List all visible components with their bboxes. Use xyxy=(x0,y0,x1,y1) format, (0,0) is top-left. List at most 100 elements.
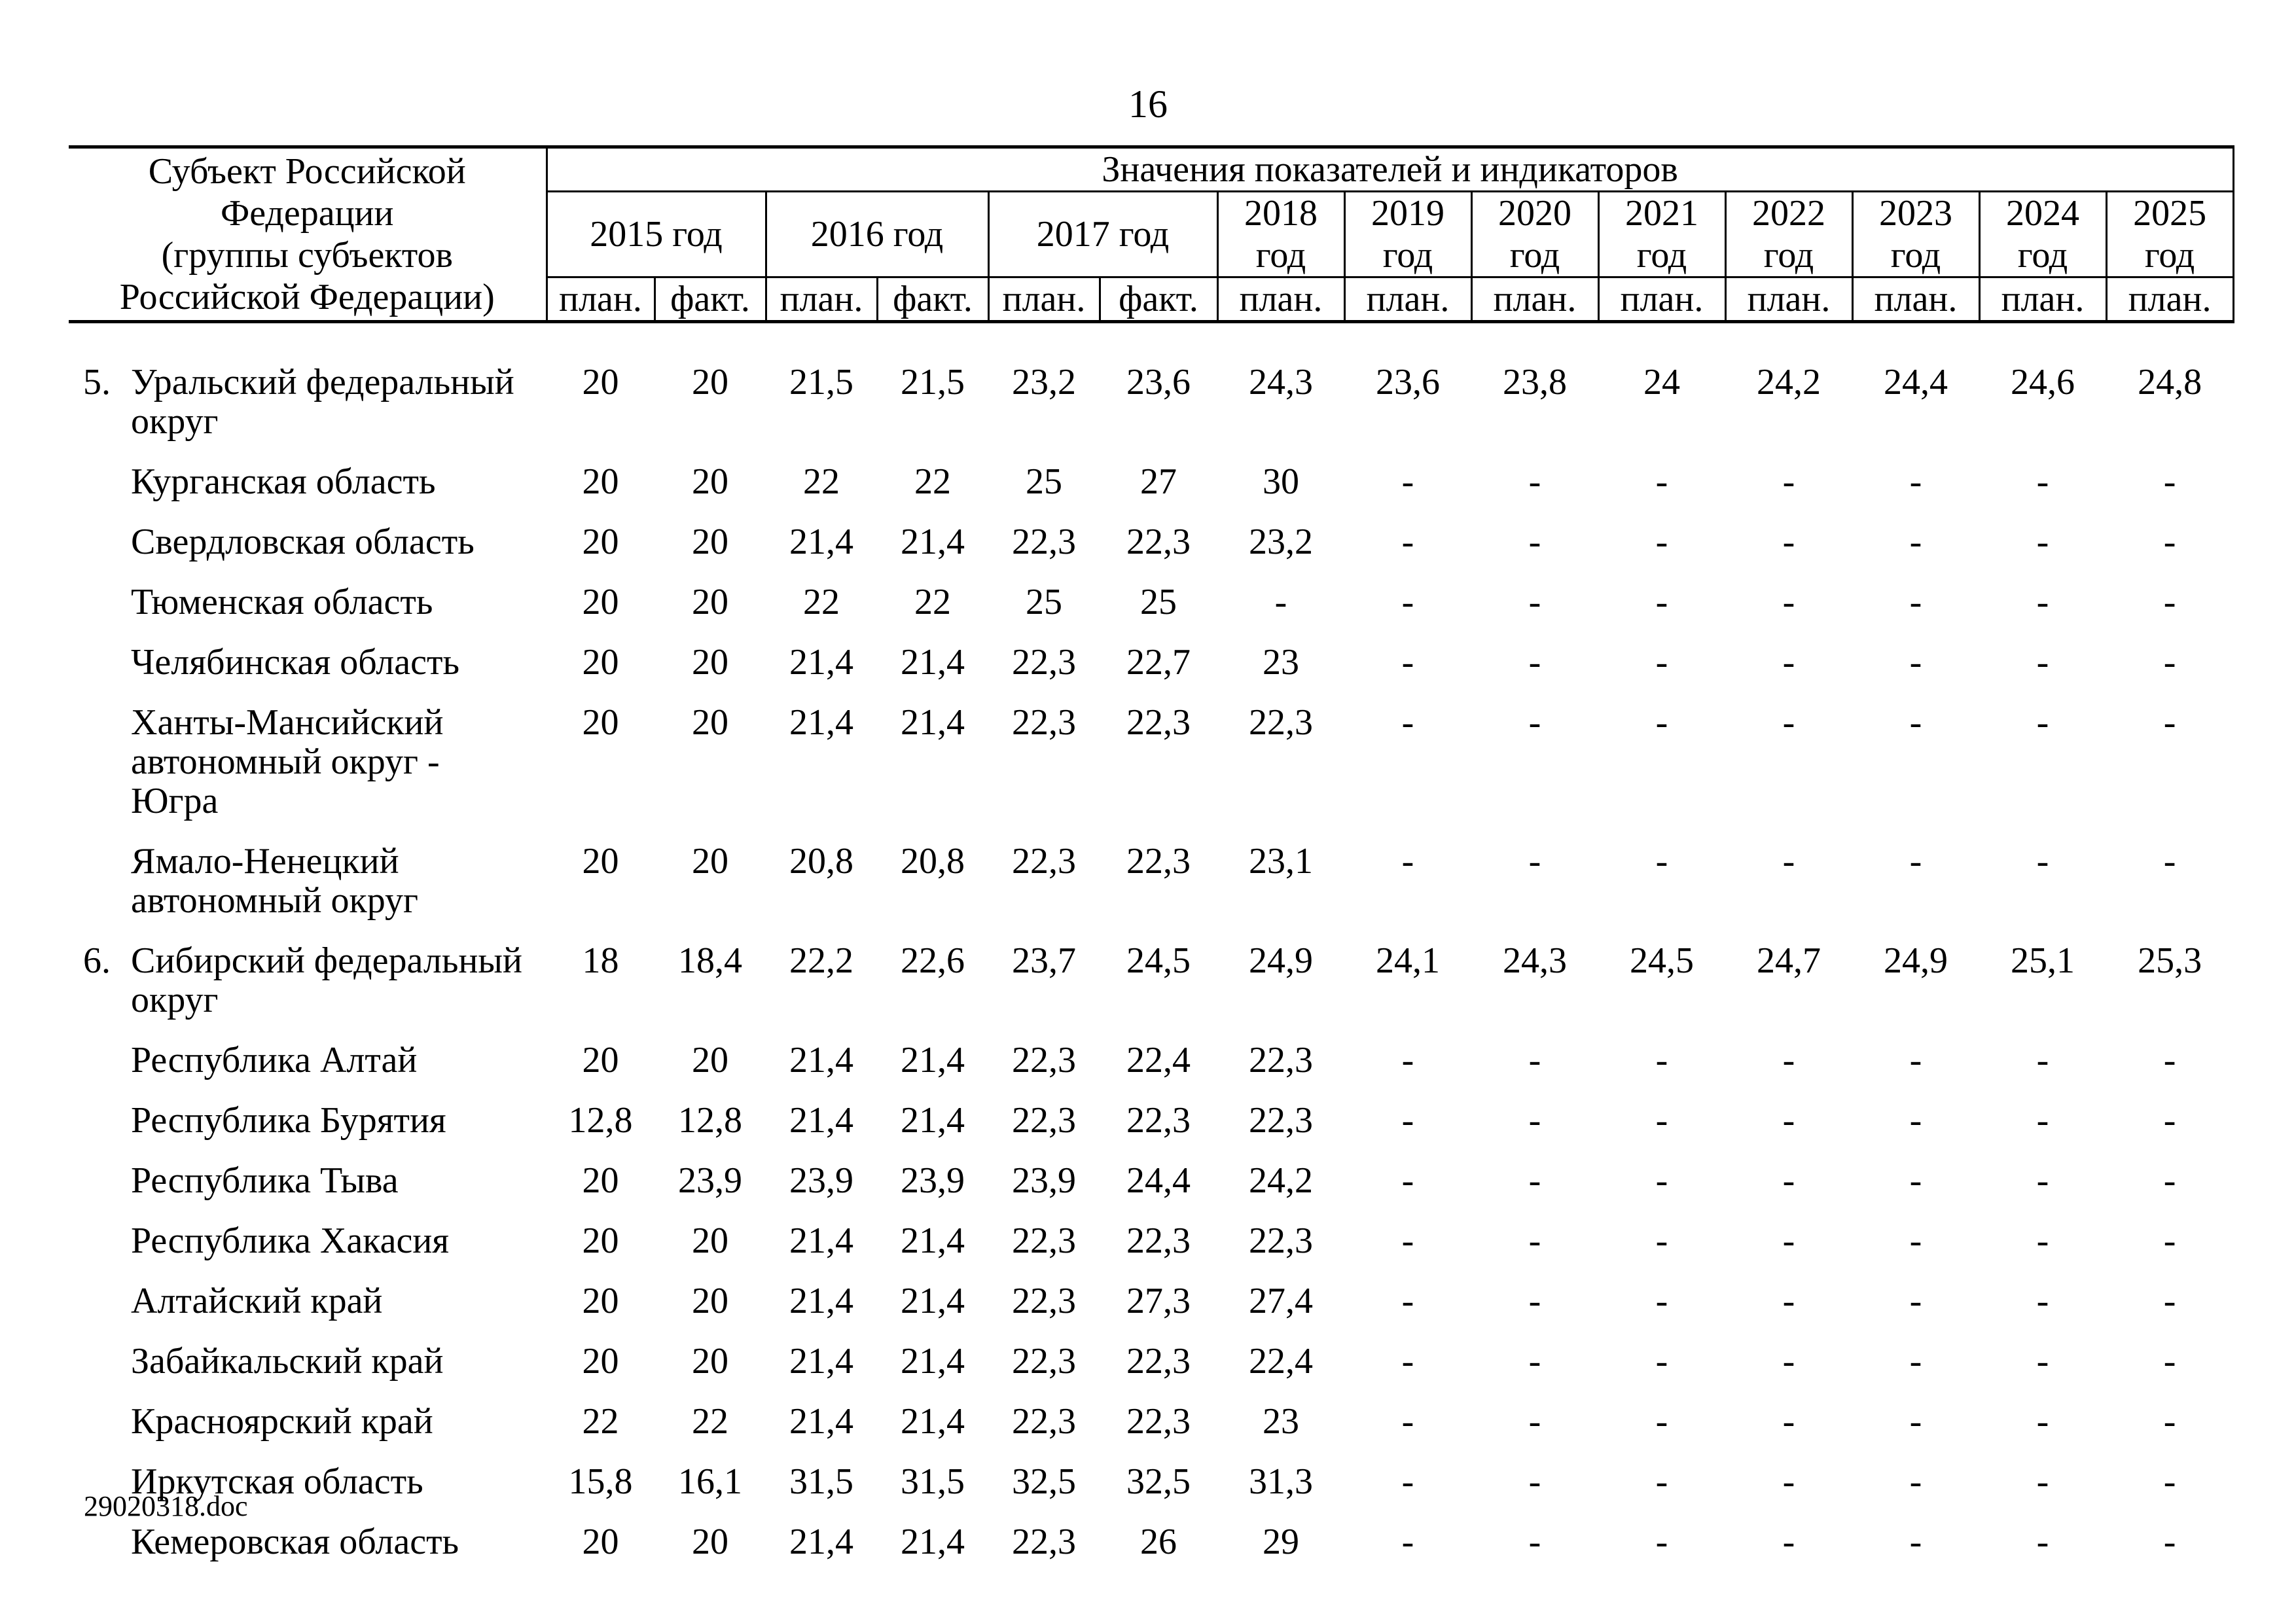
value-cell: 24,5 xyxy=(1630,940,1694,981)
value-cell: 22,6 xyxy=(901,940,965,981)
value-cell: 23,8 xyxy=(1503,362,1567,402)
value-cell: 31,5 xyxy=(789,1461,853,1502)
value-cell: 21,4 xyxy=(901,1341,965,1382)
value-cell: 20 xyxy=(692,1040,728,1080)
region-name-cell: Республика Хакасия xyxy=(69,1221,547,1281)
value-cell: - xyxy=(2036,841,2049,882)
value-cell: 20 xyxy=(692,642,728,683)
value-cell: 26 xyxy=(1140,1522,1177,1562)
value-cell: 20 xyxy=(692,1221,728,1261)
region-name-cell: Республика Тыва xyxy=(69,1161,547,1221)
region-name: Ханты-Мансийский автономный округ - Югра xyxy=(131,702,444,821)
header-row-years: 2015 год 2016 год 2017 год 2018 год 2019… xyxy=(69,191,2234,278)
value-cell: - xyxy=(1782,582,1795,622)
plan-header: план. xyxy=(2106,277,2234,323)
value-cell: 20 xyxy=(582,582,619,622)
region-name: Курганская область xyxy=(131,461,436,502)
value-cell: - xyxy=(2163,1221,2176,1261)
value-cell: 20 xyxy=(692,522,728,562)
value-cell: 22,3 xyxy=(1249,1040,1313,1080)
value-cell: 22,3 xyxy=(1012,1341,1076,1382)
region-name-cell: Республика Алтай xyxy=(69,1041,547,1101)
value-cell: - xyxy=(1401,1040,1414,1080)
value-cell: 23,7 xyxy=(1012,940,1076,981)
value-cell: - xyxy=(1655,582,1668,622)
value-cell: 20 xyxy=(582,461,619,502)
value-cell: 22,3 xyxy=(1012,1401,1076,1442)
value-cell: - xyxy=(1782,1281,1795,1321)
value-cell: - xyxy=(1782,1401,1795,1442)
value-cell: - xyxy=(1782,461,1795,502)
header-row-plan-fact: план. факт. план. факт. план. факт. план… xyxy=(69,277,2234,323)
value-cell: 22,3 xyxy=(1249,1100,1313,1141)
table-row: Республика Хакасия 20 20 21,4 21,4 22,3 22,3 22… xyxy=(69,1221,2233,1281)
value-cell: 25,1 xyxy=(2011,940,2075,981)
value-cell: - xyxy=(2036,1160,2049,1201)
year-header-2021: 2021 год xyxy=(1598,191,1727,278)
year-header-2019: 2019 год xyxy=(1344,191,1473,278)
value-cell: - xyxy=(2163,1341,2176,1382)
value-cell: 16,1 xyxy=(678,1461,742,1502)
value-cell: 22,3 xyxy=(1012,841,1076,882)
value-cell: 22,2 xyxy=(789,940,853,981)
value-cell: - xyxy=(1401,1100,1414,1141)
table-row: Челябинская область 20 20 21,4 21,4 22,3 22,7 2… xyxy=(69,643,2233,703)
value-cell: 20 xyxy=(582,1221,619,1261)
value-cell: - xyxy=(1909,1522,1922,1562)
value-cell: - xyxy=(1401,461,1414,502)
value-cell: - xyxy=(1401,582,1414,622)
value-cell: 20 xyxy=(582,702,619,743)
value-cell: - xyxy=(1401,522,1414,562)
value-cell: - xyxy=(1782,1160,1795,1201)
value-cell: - xyxy=(2163,702,2176,743)
value-cell: - xyxy=(1782,702,1795,743)
value-cell: 23,2 xyxy=(1249,522,1313,562)
value-cell: - xyxy=(1782,1461,1795,1502)
value-cell: 29 xyxy=(1263,1522,1299,1562)
table-row: Ханты-Мансийский автономный округ - Югра… xyxy=(69,703,2233,842)
value-cell: - xyxy=(2036,1522,2049,1562)
value-cell: - xyxy=(1528,1221,1541,1261)
value-cell: 22 xyxy=(803,461,840,502)
value-cell: 24,5 xyxy=(1126,940,1191,981)
value-cell: - xyxy=(1655,702,1668,743)
value-cell: 23,9 xyxy=(901,1160,965,1201)
value-cell: 22 xyxy=(914,582,951,622)
value-cell: 22,3 xyxy=(1012,1522,1076,1562)
value-cell: - xyxy=(1655,1221,1668,1261)
plan-header: план. xyxy=(1344,277,1473,323)
region-name-cell: Курганская область xyxy=(69,462,547,522)
value-cell: - xyxy=(1909,1401,1922,1442)
region-name-cell: Иркутская область xyxy=(69,1462,547,1522)
value-cell: - xyxy=(2036,1401,2049,1442)
value-cell: 12,8 xyxy=(678,1100,742,1141)
value-cell: 25,3 xyxy=(2138,940,2202,981)
value-cell: - xyxy=(2163,461,2176,502)
region-name-cell: Красноярский край xyxy=(69,1402,547,1462)
page-number: 16 xyxy=(1128,82,1168,126)
value-cell: 12,8 xyxy=(568,1100,633,1141)
value-cell: - xyxy=(1909,1341,1922,1382)
value-cell: - xyxy=(2163,1040,2176,1080)
value-cell: - xyxy=(1909,1281,1922,1321)
value-cell: - xyxy=(1909,702,1922,743)
value-cell: 20 xyxy=(692,461,728,502)
table-row: 6. Сибирский федеральный округ 18 18,4 22,2 2… xyxy=(69,941,2233,1041)
value-cell: 20 xyxy=(582,1522,619,1562)
region-name-cell: Свердловская область xyxy=(69,522,547,582)
document-filename: 29020318.doc xyxy=(84,1490,248,1522)
value-cell: 21,4 xyxy=(789,702,853,743)
value-cell: - xyxy=(1401,1221,1414,1261)
value-cell: - xyxy=(1528,1160,1541,1201)
value-cell: - xyxy=(1782,1522,1795,1562)
year-header-2015: 2015 год xyxy=(547,191,767,278)
value-cell: - xyxy=(2163,1160,2176,1201)
value-cell: - xyxy=(1782,1341,1795,1382)
value-cell: - xyxy=(1909,582,1922,622)
value-cell: - xyxy=(1782,1221,1795,1261)
value-cell: 22,3 xyxy=(1126,1341,1191,1382)
value-cell: - xyxy=(1401,642,1414,683)
value-cell: 25 xyxy=(1026,461,1062,502)
plan-header: план. xyxy=(1725,277,1854,323)
value-cell: 21,4 xyxy=(789,1341,853,1382)
